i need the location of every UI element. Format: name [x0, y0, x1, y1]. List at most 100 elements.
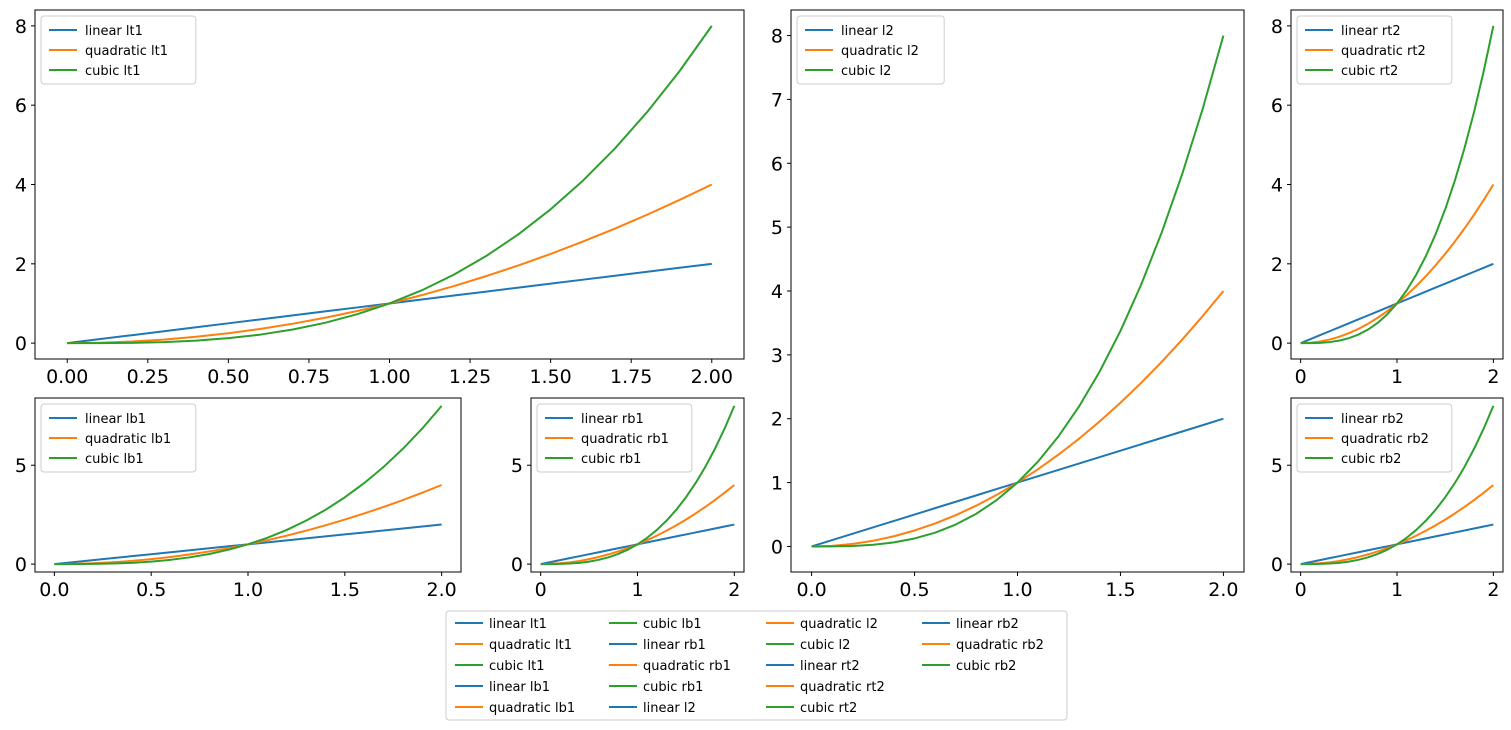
figure-legend: linear lt1 quadratic lt1 cubic lt1 linear l…	[445, 610, 1068, 721]
y-tick-label: 8	[771, 26, 783, 48]
legend-label: linear l2	[841, 24, 894, 39]
x-tick-label: 0.50	[207, 366, 249, 388]
legend-frame	[40, 15, 197, 85]
y-tick-label: 3	[771, 345, 783, 367]
y-tick-label: 2	[1271, 254, 1283, 276]
legend-lt1: linear lt1 quadratic lt1 cubic lt1	[40, 15, 197, 85]
figure-legend-label: linear rb2	[956, 617, 1019, 632]
y-tick-label: 0	[15, 554, 27, 576]
y-tick-label: 8	[15, 16, 27, 38]
y-tick-label: 6	[771, 153, 783, 175]
figure-legend-label: quadratic rb2	[956, 638, 1044, 653]
subplot-lb1: 0.0 0.5 1.0 1.5 2.0 0 5 linear lb1 quadratic lb1…	[15, 397, 462, 601]
y-tick-label: 4	[771, 281, 783, 303]
y-tick-label: 5	[771, 217, 783, 239]
y-tick-label: 2	[15, 254, 27, 276]
x-tick-label: 0.5	[899, 579, 929, 601]
x-tick-label: 2	[1487, 366, 1499, 388]
subplot-l2: 0.0 0.5 1.0 1.5 2.0 0 1 2 3 4 5 6 7 8 linear l2 quadrat…	[771, 9, 1245, 601]
legend-label: quadratic lt1	[85, 44, 168, 59]
figure-legend-label: quadratic rt2	[800, 680, 885, 695]
legend-frame	[40, 403, 197, 473]
x-tick-label: 1.0	[233, 579, 263, 601]
legend-label: cubic l2	[841, 64, 891, 79]
legend-label: cubic lt1	[85, 64, 141, 79]
legend-label: linear rb1	[581, 412, 644, 427]
y-tick-label: 7	[771, 89, 783, 111]
series-line-cubic-rb1	[540, 405, 736, 566]
legend-frame	[796, 15, 945, 85]
figure-legend-label: linear rb1	[643, 638, 706, 653]
figure-legend-label: linear lb1	[489, 680, 550, 695]
figure-legend-label: quadratic l2	[800, 617, 878, 632]
y-tick-label: 6	[1271, 95, 1283, 117]
x-tick-label: 1.5	[330, 579, 360, 601]
legend-label: cubic rb2	[1341, 452, 1401, 467]
y-tick-label: 2	[771, 409, 783, 431]
x-tick-label: 0.0	[39, 579, 69, 601]
legend-label: quadratic rb2	[1341, 432, 1429, 447]
x-tick-label: 0.25	[127, 366, 169, 388]
series-line-cubic-lt1	[67, 25, 713, 345]
figure-legend-label: quadratic lt1	[489, 638, 572, 653]
legend-label: cubic lb1	[85, 452, 144, 467]
legend-label: quadratic rb1	[581, 432, 669, 447]
x-tick-label: 0	[1295, 366, 1307, 388]
x-tick-label: 2.0	[1208, 579, 1238, 601]
legend-label: linear rt2	[1341, 24, 1401, 39]
legend-l2: linear l2 quadratic l2 cubic l2	[796, 15, 945, 85]
y-tick-label: 0	[1271, 333, 1283, 355]
x-tick-label: 0.00	[46, 366, 88, 388]
figure-legend-label: linear lt1	[489, 617, 547, 632]
legend-rb2: linear rb2 quadratic rb2 cubic rb2	[1296, 403, 1453, 473]
legend-label: quadratic lb1	[85, 432, 171, 447]
series-line-cubic-rb2	[1300, 405, 1495, 566]
series-line-cubic-l2	[811, 35, 1225, 548]
y-tick-label: 5	[1271, 455, 1283, 477]
series-line-cubic-lb1	[54, 405, 443, 566]
legend-label: quadratic rt2	[1341, 44, 1426, 59]
x-tick-label: 0	[1295, 579, 1307, 601]
legend-label: linear rb2	[1341, 412, 1404, 427]
x-tick-label: 1.75	[610, 366, 652, 388]
legend-label: linear lb1	[85, 412, 146, 427]
legend-label: cubic rt2	[1341, 64, 1398, 79]
x-tick-label: 1.25	[449, 366, 491, 388]
figure-legend-label: linear l2	[643, 701, 696, 716]
legend-rt2: linear rt2 quadratic rt2 cubic rt2	[1296, 15, 1453, 85]
y-tick-label: 8	[1271, 16, 1283, 38]
figure-legend-label: cubic lb1	[643, 617, 702, 632]
y-tick-label: 4	[1271, 175, 1283, 197]
y-tick-label: 6	[15, 95, 27, 117]
x-tick-label: 2	[728, 579, 740, 601]
subplot-rb1: 0 1 2 0 5 linear rb1 quadratic rb1 cubic rb1	[511, 397, 745, 601]
x-tick-label: 2	[1487, 579, 1499, 601]
x-tick-label: 1.50	[529, 366, 571, 388]
series-line-cubic-rt2	[1300, 25, 1495, 345]
subplot-lt1: 0.00 0.25 0.50 0.75 1.00 1.25 1.50 1.75 2.00 0 2 4 6…	[15, 9, 745, 388]
x-tick-label: 1	[1391, 579, 1403, 601]
y-tick-label: 1	[771, 473, 783, 495]
x-tick-label: 2.0	[427, 579, 457, 601]
figure-legend-label: cubic rb2	[956, 659, 1016, 674]
y-tick-label: 0	[1271, 554, 1283, 576]
y-tick-label: 5	[511, 455, 523, 477]
subplot-rt2: 0 1 2 0 2 4 6 8 linear rt2 quadratic rt2 cubic rt2	[1271, 9, 1504, 388]
legend-label: quadratic l2	[841, 44, 919, 59]
figure-legend-label: cubic rb1	[643, 680, 703, 695]
x-tick-label: 1	[1391, 366, 1403, 388]
figure-legend-label: quadratic lb1	[489, 701, 575, 716]
x-tick-label: 0.0	[796, 579, 826, 601]
legend-frame	[1296, 15, 1453, 85]
x-tick-label: 1.0	[1002, 579, 1032, 601]
y-tick-label: 5	[15, 455, 27, 477]
y-tick-label: 4	[15, 175, 27, 197]
x-tick-label: 0.5	[136, 579, 166, 601]
x-tick-label: 2.00	[691, 366, 733, 388]
y-tick-label: 0	[771, 536, 783, 558]
y-tick-label: 0	[511, 554, 523, 576]
figure-legend-label: linear rt2	[800, 659, 860, 674]
y-tick-label: 0	[15, 333, 27, 355]
